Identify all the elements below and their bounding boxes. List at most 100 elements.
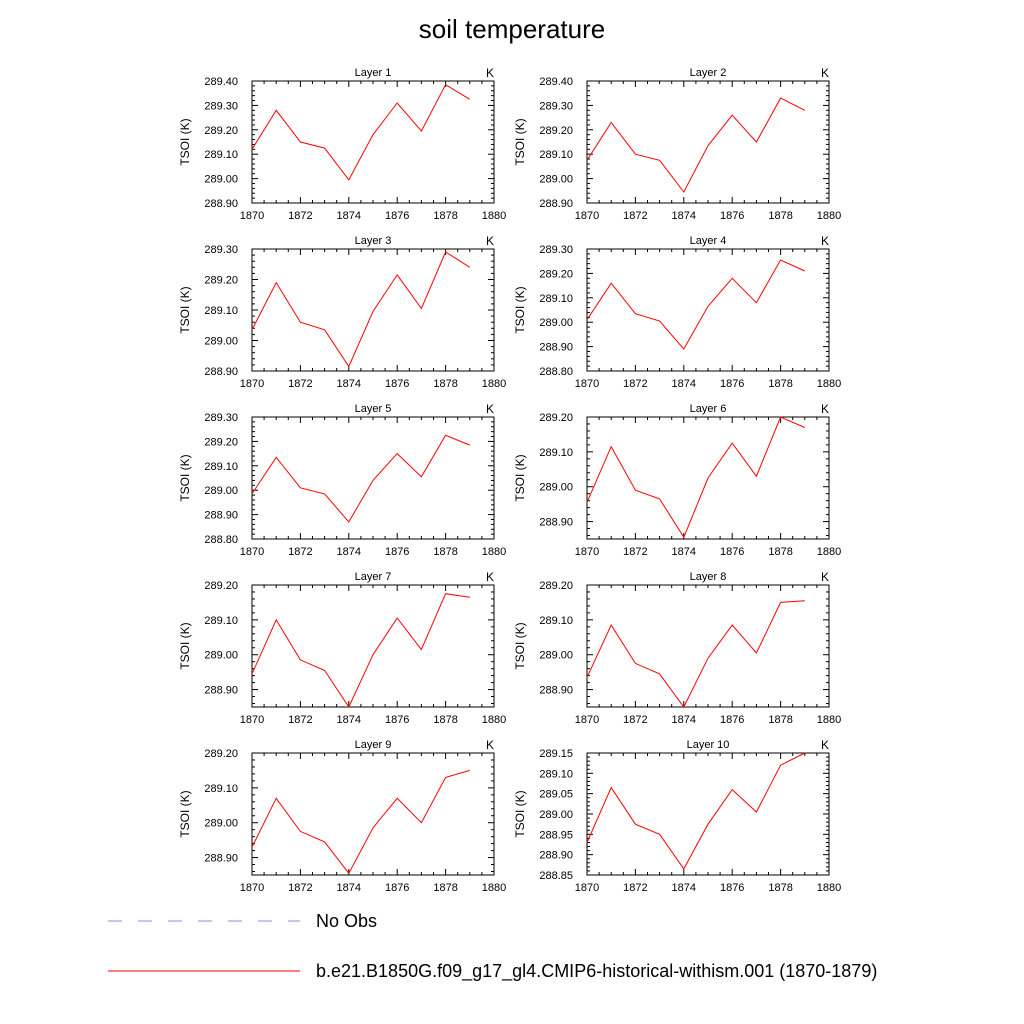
panel-layer-9: Layer 9 K TSOI (K) 1870 1872 1874 1876 1878 1880… xyxy=(178,738,506,894)
y-tick-label: 289.00 xyxy=(204,174,238,186)
y-tick-label: 289.20 xyxy=(204,436,238,448)
y-tick-label: 289.20 xyxy=(539,125,573,137)
x-tick-label: 1872 xyxy=(623,210,647,222)
x-tick-label: 1878 xyxy=(768,378,792,390)
x-tick-label: 1878 xyxy=(433,714,457,726)
x-tick-label: 1880 xyxy=(817,714,841,726)
y-axis-label: TSOI (K) xyxy=(178,454,192,501)
panel-units: K xyxy=(486,570,494,584)
y-tick-label: 289.20 xyxy=(204,125,238,137)
y-tick-label: 288.80 xyxy=(539,366,573,378)
panel-units: K xyxy=(821,570,829,584)
x-tick-label: 1880 xyxy=(482,546,506,558)
y-tick-label: 289.10 xyxy=(539,293,573,305)
y-axis-label: TSOI (K) xyxy=(513,454,527,501)
y-tick-label: 289.10 xyxy=(539,768,573,780)
x-tick-label: 1874 xyxy=(337,546,361,558)
x-tick-label: 1876 xyxy=(385,210,409,222)
y-tick-label: 289.20 xyxy=(204,275,238,287)
panel-title: Layer 10 xyxy=(687,739,730,751)
series-line xyxy=(586,259,806,350)
plot-frame xyxy=(251,248,495,372)
x-tick-label: 1880 xyxy=(817,378,841,390)
x-tick-label: 1870 xyxy=(575,546,599,558)
panel-title: Layer 4 xyxy=(690,235,727,247)
panel-title: Layer 5 xyxy=(355,403,392,415)
y-tick-label: 289.10 xyxy=(204,615,238,627)
x-tick-label: 1880 xyxy=(482,210,506,222)
x-tick-label: 1874 xyxy=(337,210,361,222)
legend xyxy=(108,920,300,972)
panel-layer-4: Layer 4 K TSOI (K) 1870 1872 1874 1876 1878 1880… xyxy=(513,234,841,390)
panel-layer-6: Layer 6 K TSOI (K) 1870 1872 1874 1876 1878 1880… xyxy=(513,402,841,558)
y-tick-label: 289.10 xyxy=(539,615,573,627)
x-tick-label: 1878 xyxy=(433,210,457,222)
y-tick-label: 288.90 xyxy=(204,685,238,697)
figure-title: soil temperature xyxy=(418,14,606,44)
y-tick-label: 289.10 xyxy=(204,305,238,317)
y-tick-label: 288.90 xyxy=(539,342,573,354)
series-line xyxy=(586,97,806,193)
x-tick-label: 1870 xyxy=(240,882,264,894)
x-tick-label: 1876 xyxy=(385,882,409,894)
x-tick-label: 1874 xyxy=(337,714,361,726)
series-line xyxy=(251,593,470,709)
y-axis-label: TSOI (K) xyxy=(178,286,192,333)
x-tick-label: 1876 xyxy=(385,714,409,726)
panel-title: Layer 2 xyxy=(690,67,727,79)
y-tick-label: 289.20 xyxy=(539,412,573,424)
panel-layer-2: Layer 2 K TSOI (K) 1870 1872 1874 1876 1878 1880… xyxy=(513,66,841,222)
x-tick-label: 1870 xyxy=(575,378,599,390)
panel-title: Layer 9 xyxy=(355,739,392,751)
y-tick-label: 289.05 xyxy=(539,789,573,801)
x-tick-label: 1880 xyxy=(482,378,506,390)
x-tick-label: 1876 xyxy=(720,378,744,390)
x-tick-label: 1880 xyxy=(817,210,841,222)
x-tick-label: 1874 xyxy=(672,882,696,894)
plot-frame xyxy=(251,752,495,876)
y-axis-label: TSOI (K) xyxy=(178,790,192,837)
x-tick-label: 1876 xyxy=(720,714,744,726)
y-axis-label: TSOI (K) xyxy=(513,286,527,333)
y-tick-label: 288.90 xyxy=(539,517,573,529)
panel-layer-8: Layer 8 K TSOI (K) 1870 1872 1874 1876 1878 1880… xyxy=(513,570,841,726)
x-tick-label: 1876 xyxy=(720,210,744,222)
y-tick-label: 288.80 xyxy=(204,534,238,546)
x-tick-label: 1874 xyxy=(672,210,696,222)
y-tick-label: 289.10 xyxy=(539,149,573,161)
plot-frame xyxy=(586,80,830,204)
y-tick-label: 289.00 xyxy=(539,317,573,329)
x-tick-label: 1880 xyxy=(482,882,506,894)
legend-label-model: b.e21.B1850G.f09_g17_gl4.CMIP6-historica… xyxy=(316,961,878,981)
x-tick-label: 1878 xyxy=(768,714,792,726)
y-tick-label: 289.30 xyxy=(204,412,238,424)
panel-title: Layer 8 xyxy=(690,571,727,583)
y-tick-label: 289.20 xyxy=(539,268,573,280)
panel-units: K xyxy=(821,66,829,80)
panel-layer-3: Layer 3 K TSOI (K) 1870 1872 1874 1876 1878 1880… xyxy=(178,234,506,390)
y-tick-label: 288.90 xyxy=(539,685,573,697)
y-tick-label: 289.00 xyxy=(539,650,573,662)
x-tick-label: 1876 xyxy=(385,546,409,558)
x-tick-label: 1878 xyxy=(433,378,457,390)
series-line xyxy=(251,434,470,523)
x-tick-label: 1872 xyxy=(623,882,647,894)
x-tick-label: 1874 xyxy=(672,546,696,558)
y-tick-label: 289.00 xyxy=(204,336,238,348)
y-tick-label: 289.20 xyxy=(204,580,238,592)
y-tick-label: 289.30 xyxy=(539,244,573,256)
y-tick-label: 289.00 xyxy=(539,174,573,186)
plot-frame xyxy=(586,752,830,876)
y-axis-label: TSOI (K) xyxy=(513,790,527,837)
x-tick-label: 1878 xyxy=(768,882,792,894)
panel-title: Layer 6 xyxy=(690,403,727,415)
y-tick-label: 289.10 xyxy=(204,149,238,161)
panel-layer-10: Layer 10 K TSOI (K) 1870 1872 1874 1876 1878 188… xyxy=(513,738,841,894)
y-tick-label: 289.40 xyxy=(539,76,573,88)
y-tick-label: 288.90 xyxy=(204,366,238,378)
x-tick-label: 1876 xyxy=(720,882,744,894)
panel-units: K xyxy=(821,234,829,248)
plot-frame xyxy=(251,416,495,540)
x-tick-label: 1870 xyxy=(240,378,264,390)
